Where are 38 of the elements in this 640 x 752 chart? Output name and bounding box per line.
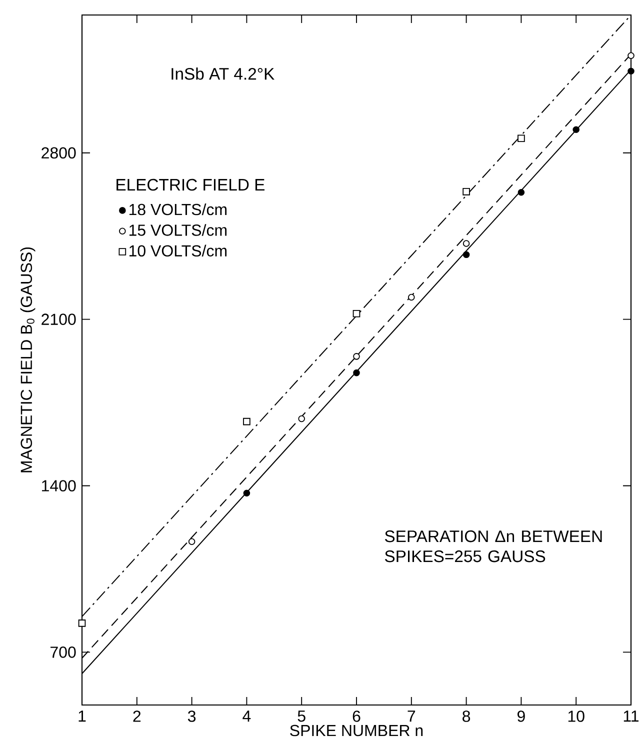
point (462, 240, 470, 247)
point (352, 310, 360, 318)
x-tick-label: 8 (462, 710, 470, 722)
point (518, 188, 525, 196)
y-axis-title: MAGNETIC FIELD B$_{0}$ (GAUSS) (20, 247, 36, 472)
x-tick-label: 9 (518, 710, 525, 722)
point (353, 353, 360, 360)
legend-label: 18 VOLTS/cm (129, 203, 227, 216)
point (408, 294, 415, 301)
point (462, 251, 470, 258)
x-tick-label: 6 (352, 710, 360, 722)
x-tick-label: 2 (133, 710, 141, 722)
annotation: InSb AT 4.2°K (172, 68, 274, 80)
x-tick-label: 10 (568, 710, 584, 722)
point (188, 538, 196, 546)
y-tick-label: 2100 (42, 314, 76, 325)
y-tick-label: 1400 (42, 480, 76, 492)
x-axis-title: SPIKE NUMBER n (290, 724, 423, 736)
point (353, 369, 360, 376)
x-tick-label: 5 (298, 710, 306, 722)
x-tick-label: 1 (78, 710, 86, 722)
x-tick-label: 11 (624, 710, 639, 722)
point (462, 188, 470, 196)
point (243, 418, 250, 426)
legend-label: 15 VOLTS/cm (129, 224, 227, 236)
x-tick-label: 3 (188, 710, 196, 722)
annotation: SEPARATION Δn BETWEEN SPIKES=255 GAUSS (384, 530, 602, 562)
point (572, 126, 580, 133)
point (78, 620, 86, 627)
point (298, 415, 305, 422)
legend-title: ELECTRIC FIELD E (116, 178, 264, 191)
point (243, 490, 250, 497)
legend-label: 10 VOLTS/cm (129, 244, 227, 257)
x-tick-label: 4 (242, 710, 251, 722)
point (518, 134, 525, 142)
y-tick-label: 2800 (42, 147, 76, 159)
x-tick-label: 7 (408, 710, 416, 722)
y-tick-label: 700 (50, 646, 76, 658)
